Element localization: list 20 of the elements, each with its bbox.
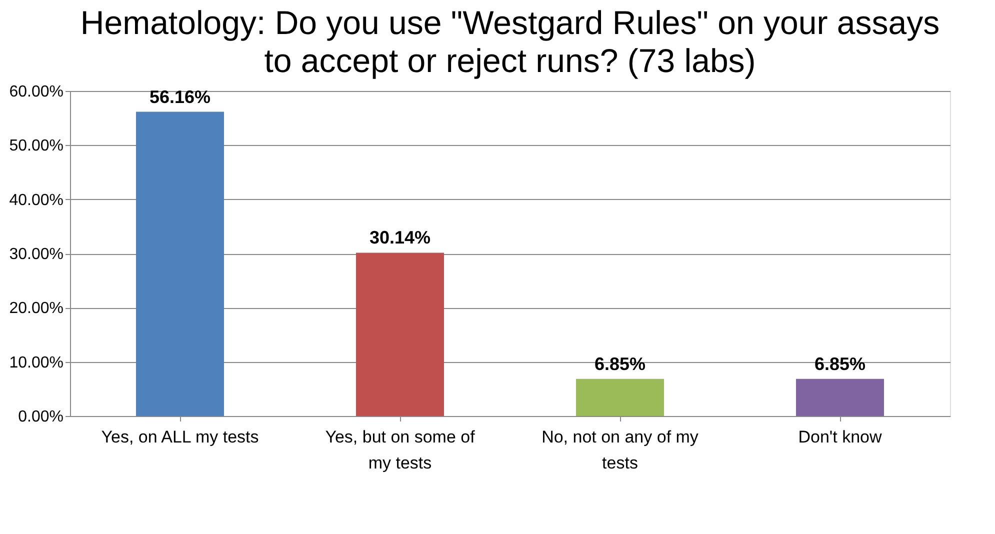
y-tick-label: 30.00% — [9, 246, 64, 263]
y-tick-label: 10.00% — [9, 354, 64, 372]
bar — [356, 252, 444, 416]
bar — [136, 112, 224, 416]
y-tick-label: 60.00% — [9, 84, 64, 100]
bar — [796, 378, 884, 416]
y-tick-label: 40.00% — [9, 192, 64, 209]
x-tick-label: Don't know — [798, 428, 882, 446]
data-label: 6.85% — [814, 354, 866, 374]
chart-title: Hematology: Do you use "Westgard Rules" on your assays to accept or reject runs? (73 labs) — [80, 4, 940, 79]
y-tick-label: 20.00% — [9, 300, 64, 318]
y-tick-label: 50.00% — [9, 138, 64, 155]
bar — [576, 378, 664, 416]
x-tick-label: Yes, but on some of my tests — [325, 428, 476, 472]
data-label: 56.16% — [149, 86, 211, 107]
data-label: 6.85% — [594, 354, 646, 374]
x-tick-label: No, not on any of my tests — [542, 428, 699, 472]
y-tick-label: 0.00% — [18, 408, 64, 426]
x-tick-label: Yes, on ALL my tests — [101, 428, 259, 446]
data-label: 30.14% — [369, 228, 431, 248]
